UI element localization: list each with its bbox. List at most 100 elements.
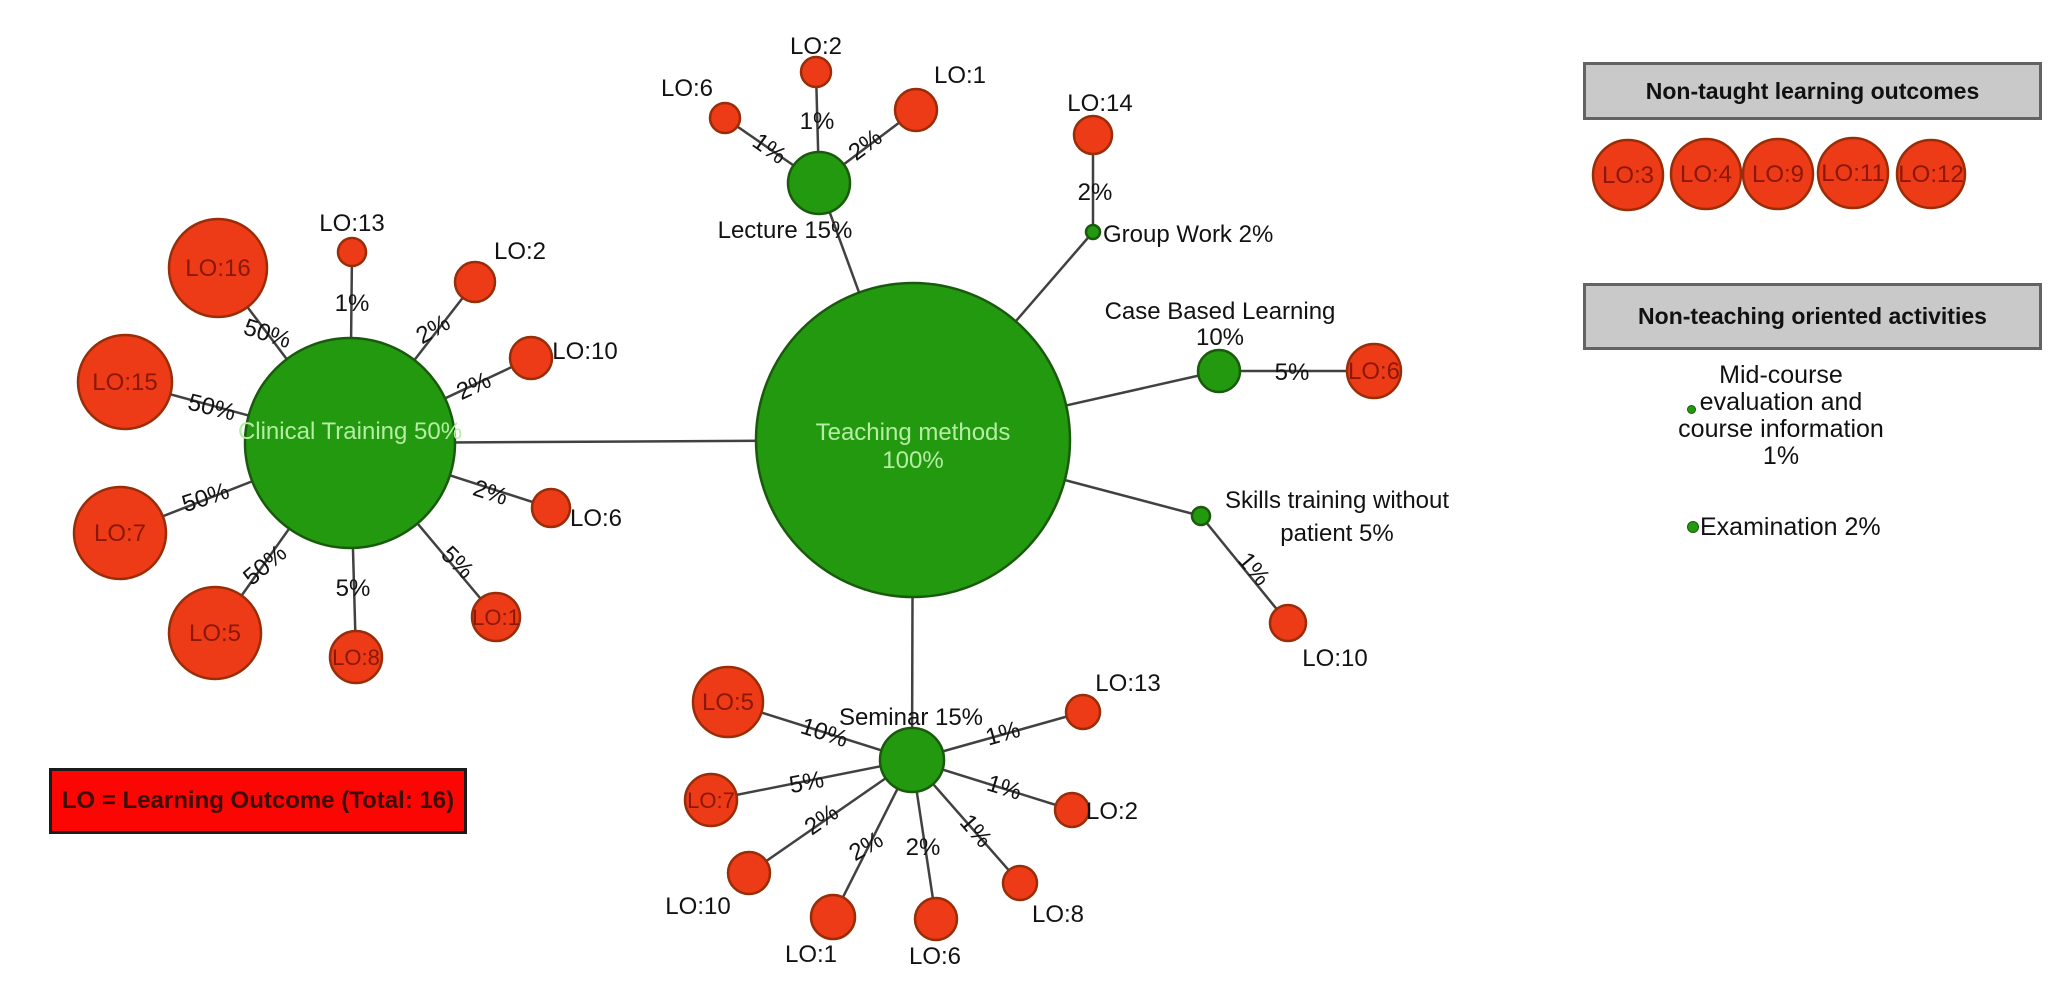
lo-circle-seminar-lo1: [809, 893, 857, 941]
lo-circle-lecture-lo1: [893, 87, 939, 133]
lo-label-seminar-lo10: LO:10: [665, 893, 730, 920]
lo-circle-lecture-lo2: [799, 55, 833, 89]
lo-circle-non_taught-lo11: [1816, 136, 1890, 210]
lo-circle-non_taught-lo4: [1669, 137, 1743, 211]
edge-pct-clinical-lo1: 5%: [435, 541, 479, 585]
hub-circle-skills: [1190, 505, 1212, 527]
edge-pct-cbl-lo6: 5%: [1275, 359, 1310, 386]
edge-pct-clinical-lo10: 2%: [452, 367, 495, 406]
lo-label-clinical-lo1: LO:1: [472, 605, 520, 630]
hub-circle-cbl: [1196, 348, 1242, 394]
edge-pct-seminar-lo7: 5%: [787, 766, 826, 799]
lo-circle-clinical-lo6: [530, 487, 572, 529]
hub-label-teaching-0: Teaching methods: [816, 419, 1011, 446]
lo-label-non_taught-lo12: LO:12: [1898, 161, 1963, 188]
lo-label-non_taught-lo3: LO:3: [1602, 162, 1654, 189]
lo-circle-lecture-lo6: [708, 101, 742, 135]
midcourse-item: Mid-course evaluation and course informa…: [1659, 362, 1903, 470]
hub-label-skills-0: Skills training without: [1225, 487, 1449, 514]
lo-label-non_taught-lo11: LO:11: [1821, 160, 1885, 187]
edge-pct-clinical-lo8: 5%: [336, 575, 371, 602]
edge-pct-seminar-lo13: 1%: [983, 716, 1024, 752]
edge-seminar-s7: [710, 758, 913, 802]
lo-label-clinical-lo6: LO:6: [570, 505, 622, 532]
midcourse-line-3: course information: [1678, 415, 1884, 443]
lo-circle-non_taught-lo12: [1895, 138, 1967, 210]
lo-label-clinical-lo10: LO:10: [552, 338, 617, 365]
non-teaching-header-box: Non-teaching oriented activities: [1583, 283, 2042, 350]
lo-circle-clinical-lo10: [508, 335, 554, 381]
edge-pct-seminar-lo1: 2%: [844, 826, 888, 867]
lo-label-lecture-lo2: LO:2: [790, 33, 842, 60]
lo-label-seminar-lo6: LO:6: [909, 943, 961, 970]
midcourse-dot-icon: [1687, 405, 1696, 414]
lo-circle-groupwork-lo14: [1072, 114, 1114, 156]
hub-label-seminar-0: Seminar 15%: [839, 704, 983, 731]
lo-label-seminar-lo8: LO:8: [1032, 901, 1084, 928]
lo-label-clinical-lo16: LO:16: [185, 255, 250, 282]
lo-label-clinical-lo15: LO:15: [92, 369, 157, 396]
hub-label-skills-1: patient 5%: [1280, 520, 1393, 547]
edge-pct-groupwork-lo14: 2%: [1078, 179, 1113, 206]
lo-label-clinical-lo13: LO:13: [319, 210, 384, 237]
lo-circle-non_taught-lo3: [1591, 138, 1665, 212]
lo-circle-clinical-lo16: [167, 217, 269, 319]
lo-circle-non_taught-lo9: [1741, 137, 1815, 211]
edge-pct-clinical-lo15: 50%: [185, 389, 238, 427]
hub-circle-groupwork: [1084, 223, 1102, 241]
hub-label-groupwork-0: Group Work 2%: [1103, 221, 1273, 248]
lo-label-non_taught-lo9: LO:9: [1752, 161, 1804, 188]
lo-label-cbl-lo6: LO:6: [1348, 358, 1400, 385]
lo-circle-seminar-lo8: [1001, 864, 1039, 902]
edge-pct-clinical-lo13: 1%: [335, 290, 370, 317]
examination-item: Examination 2%: [1700, 513, 1881, 541]
hub-label-teaching-1: 100%: [882, 447, 943, 474]
non-taught-header-box: Non-taught learning outcomes: [1583, 62, 2042, 120]
lo-label-seminar-lo2: LO:2: [1086, 798, 1138, 825]
hub-circle-seminar: [878, 726, 946, 794]
edge-pct-seminar-lo2: 1%: [984, 770, 1025, 806]
lo-circle-seminar-lo10: [726, 850, 772, 896]
edge-pct-clinical-lo16: 50%: [240, 314, 294, 355]
lo-label-clinical-lo7: LO:7: [94, 520, 146, 547]
midcourse-line-2: evaluation and: [1699, 388, 1863, 416]
edge-pct-skills-lo10: 1%: [1232, 547, 1275, 591]
lo-circle-clinical-lo2: [453, 260, 497, 304]
nodes-layer: [72, 55, 1967, 942]
lo-circle-seminar-lo6: [913, 896, 959, 942]
non-teaching-title: Non-teaching oriented activities: [1638, 303, 1987, 329]
lo-circle-seminar-lo2: [1053, 791, 1091, 829]
lo-circle-clinical-lo7: [72, 485, 168, 581]
examination-dot-icon: [1687, 521, 1699, 533]
legend-text: LO = Learning Outcome (Total: 16): [61, 787, 455, 814]
lo-circle-clinical-lo15: [76, 333, 174, 431]
lo-circle-clinical-lo8: [328, 629, 384, 685]
lo-circle-clinical-lo5: [167, 585, 263, 681]
midcourse-line-1: Mid-course: [1719, 361, 1843, 389]
lo-circle-seminar-lo5: [691, 665, 765, 739]
edge-pct-clinical-lo7: 50%: [179, 478, 233, 519]
edge-pct-lecture-lo2: 1%: [800, 108, 835, 135]
hub-label-cbl-1: 10%: [1196, 324, 1244, 351]
lo-label-non_taught-lo4: LO:4: [1680, 161, 1732, 188]
lo-label-seminar-lo7: LO:7: [687, 788, 735, 813]
lo-circle-clinical-lo13: [336, 236, 368, 268]
lo-label-skills-lo10: LO:10: [1302, 645, 1367, 672]
lo-label-seminar-lo1: LO:1: [785, 941, 837, 968]
lo-circle-clinical-lo1: [470, 591, 522, 643]
hub-circle-lecture: [786, 150, 852, 216]
hub-label-lecture-0: Lecture 15%: [718, 217, 853, 244]
lo-label-lecture-lo6: LO:6: [661, 75, 713, 102]
non-taught-title: Non-taught learning outcomes: [1645, 77, 1980, 104]
legend-box: LO = Learning Outcome (Total: 16): [49, 768, 467, 834]
lo-label-clinical-lo5: LO:5: [189, 620, 241, 647]
lo-circle-cbl-lo6: [1345, 342, 1403, 400]
edge-pct-seminar-lo6: 2%: [906, 834, 941, 861]
edge-skills-k10: [1200, 515, 1289, 624]
lo-circle-skills-lo10: [1268, 603, 1308, 643]
edge-pct-clinical-lo5: 50%: [238, 539, 292, 591]
lo-label-seminar-lo13: LO:13: [1095, 670, 1160, 697]
lo-label-lecture-lo1: LO:1: [934, 62, 986, 89]
